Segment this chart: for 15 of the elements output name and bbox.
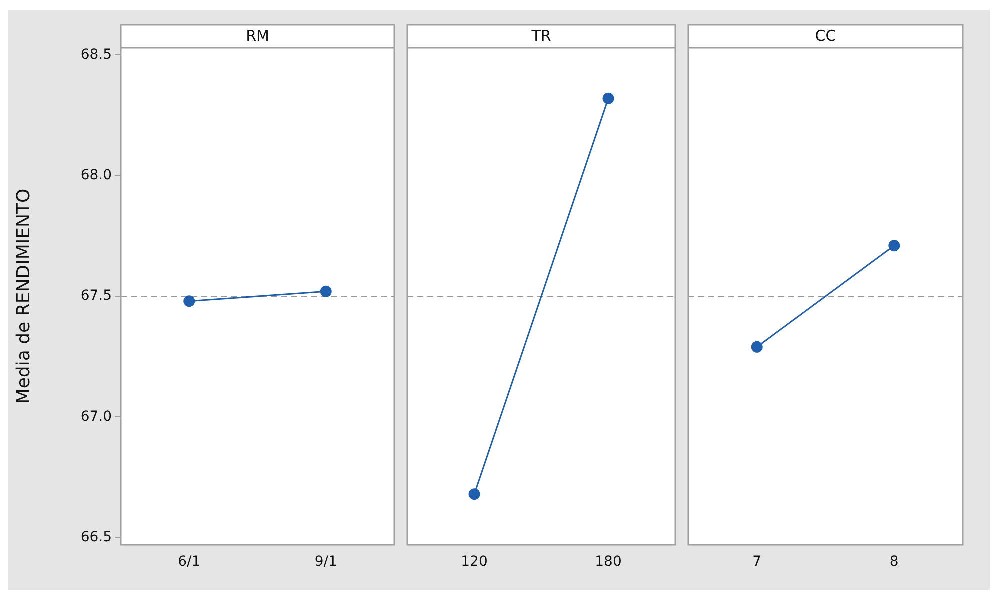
y-tick-label: 68.5 [80,46,112,63]
x-tick-label: 120 [461,554,488,570]
y-tick-label: 68.0 [80,168,112,184]
y-tick-label: 67.0 [80,408,112,425]
y-axis-title: Media de RENDIMIENTO [13,188,34,404]
chart-title: CC [815,26,836,45]
x-tick-label: 180 [595,554,622,570]
chart-title: RM [246,26,270,45]
x-tick-label: 7 [752,554,762,570]
x-tick-label: 9/1 [314,554,338,570]
x-tick-label: 8 [890,554,899,570]
y-tick-label: 67.5 [80,288,112,304]
chart-title: TR [530,26,552,45]
y-tick-label: 66.5 [80,529,112,546]
x-tick-label: 6/1 [178,554,201,570]
